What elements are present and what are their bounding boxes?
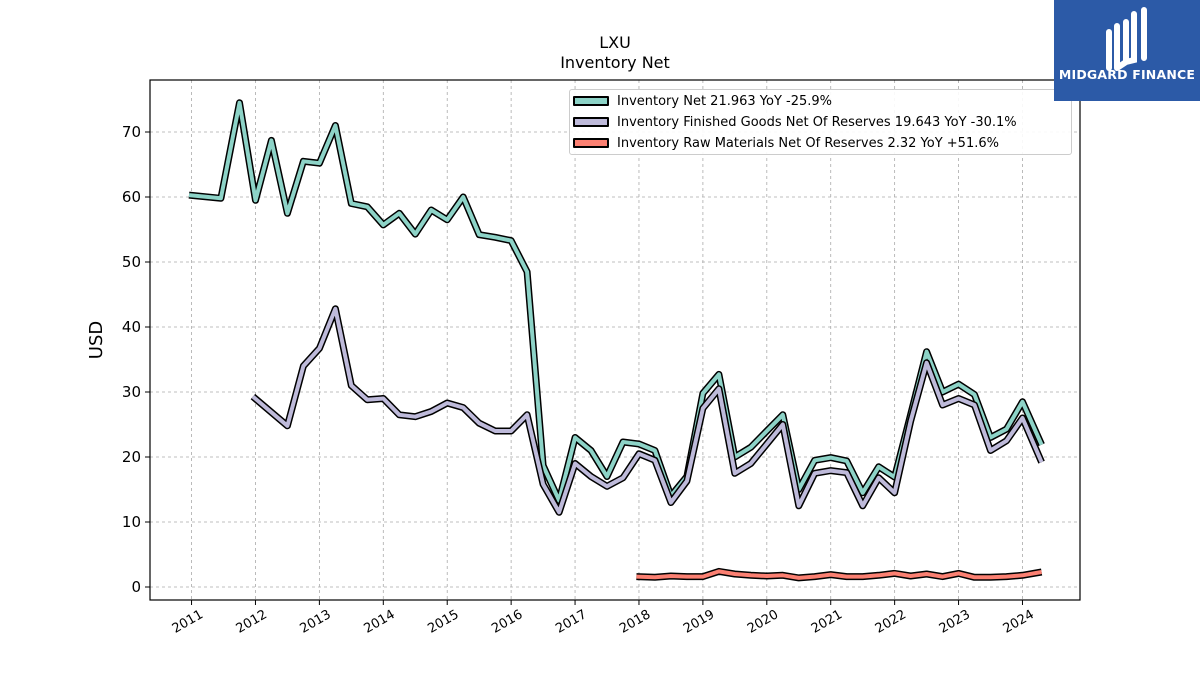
x-tick-label: 2015 bbox=[425, 607, 461, 637]
series-line-3 bbox=[636, 567, 1043, 582]
chart-subtitle: Inventory Net bbox=[560, 53, 670, 72]
y-tick-label: 10 bbox=[122, 513, 141, 531]
y-tick-label: 50 bbox=[122, 253, 141, 271]
x-tick-label: 2021 bbox=[809, 607, 845, 637]
x-tick-label: 2018 bbox=[617, 607, 653, 637]
y-axis: 0 10 20 30 40 50 60 70 bbox=[122, 123, 150, 596]
logo-text: MIDGARD FINANCE bbox=[1058, 67, 1196, 82]
legend-label: Inventory Raw Materials Net Of Reserves … bbox=[617, 135, 999, 151]
x-tick-label: 2012 bbox=[234, 607, 270, 637]
logo-mark-icon bbox=[1106, 7, 1147, 71]
brand-logo: MIDGARD FINANCE bbox=[1054, 0, 1200, 101]
series-line-2 bbox=[250, 305, 1045, 516]
legend-label: Inventory Finished Goods Net Of Reserves… bbox=[617, 114, 1017, 130]
y-tick-label: 0 bbox=[131, 578, 141, 596]
legend-label: Inventory Net 21.963 YoY -25.9% bbox=[617, 93, 833, 109]
legend-swatch bbox=[573, 138, 609, 148]
x-tick-label: 2023 bbox=[937, 607, 973, 637]
y-tick-label: 60 bbox=[122, 188, 141, 206]
x-tick-label: 2020 bbox=[745, 607, 781, 637]
y-tick-label: 30 bbox=[122, 383, 141, 401]
y-tick-label: 20 bbox=[122, 448, 141, 466]
x-tick-label: 2017 bbox=[553, 607, 589, 637]
series-stroke bbox=[636, 569, 1042, 580]
series-lines bbox=[188, 99, 1045, 582]
series-stroke bbox=[188, 100, 1044, 503]
legend-item-inventory-net: Inventory Net 21.963 YoY -25.9% bbox=[570, 92, 832, 110]
x-tick-label: 2013 bbox=[298, 607, 334, 637]
legend: Inventory Net 21.963 YoY -25.9% Inventor… bbox=[569, 89, 1072, 155]
x-tick-label: 2022 bbox=[873, 607, 909, 637]
x-axis: 2011 2012 2013 2014 2015 2016 2017 2018 2019 2020… bbox=[170, 600, 1037, 637]
legend-item-finished-goods: Inventory Finished Goods Net Of Reserves… bbox=[570, 113, 1017, 131]
series-stroke bbox=[251, 306, 1044, 515]
x-tick-label: 2011 bbox=[170, 607, 206, 637]
x-tick-label: 2014 bbox=[361, 607, 397, 637]
y-tick-label: 70 bbox=[122, 123, 141, 141]
y-axis-label: USD bbox=[86, 321, 107, 359]
legend-swatch bbox=[573, 96, 609, 106]
plot-frame bbox=[149, 79, 1081, 601]
grid-lines bbox=[150, 80, 1080, 600]
x-tick-label: 2024 bbox=[1001, 607, 1037, 637]
legend-swatch bbox=[573, 117, 609, 127]
series-line-1 bbox=[188, 99, 1045, 505]
x-tick-label: 2016 bbox=[489, 607, 525, 637]
legend-item-raw-materials: Inventory Raw Materials Net Of Reserves … bbox=[570, 134, 999, 152]
x-tick-label: 2019 bbox=[681, 607, 717, 637]
y-tick-label: 40 bbox=[122, 318, 141, 336]
series-outline bbox=[250, 305, 1045, 516]
chart-title: LXU bbox=[599, 33, 631, 52]
